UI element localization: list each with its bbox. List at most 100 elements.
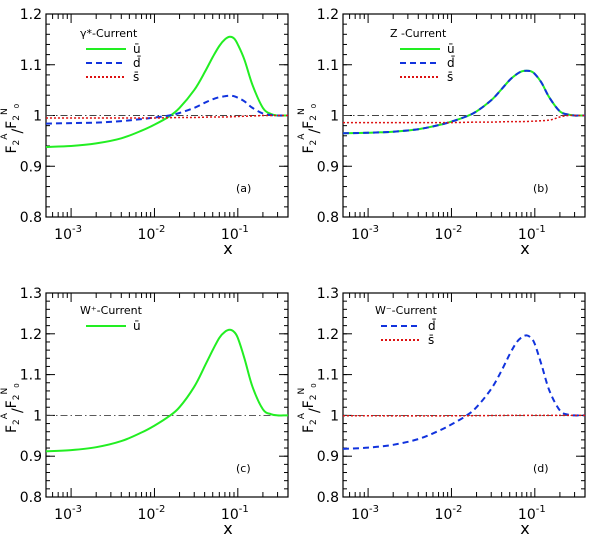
series-line [342, 69, 585, 135]
y-tick-label: 1.2 [317, 327, 339, 343]
plot-frame [45, 292, 289, 498]
legend-title: γ*-Current [80, 27, 138, 40]
y-title-part: N [0, 388, 10, 395]
x-tick-exponent: -2 [452, 224, 462, 235]
y-title-part: F [4, 121, 20, 129]
y-tick-label: 0.9 [20, 449, 42, 465]
series-line [45, 35, 288, 148]
y-tick-label: 1.2 [20, 7, 42, 23]
y-title-part: 0 [310, 383, 318, 387]
y-tick-label: 1 [33, 408, 42, 424]
legend-entry: s̄ [447, 70, 453, 84]
x-tick-exponent: -1 [536, 224, 546, 235]
y-title-part: 2 [12, 419, 22, 425]
y-title-part: / [10, 408, 26, 413]
series-line [343, 114, 585, 124]
y-title-part: 0 [13, 104, 21, 108]
x-tick-exponent: -2 [155, 504, 165, 515]
y-tick-label: 1.1 [20, 58, 42, 74]
y-title-part: 2 [309, 419, 319, 425]
x-axis-label: x [520, 519, 529, 538]
y-tick-label: 0.8 [20, 210, 42, 226]
x-tick-exponent: -1 [239, 224, 249, 235]
y-tick-label: 1 [330, 408, 339, 424]
series-line [342, 334, 585, 450]
y-axis-title: F2A/F2N0 [297, 104, 323, 154]
y-title-part: A [0, 412, 10, 419]
legend-entry: d̄ [133, 56, 141, 70]
y-title-part: N [0, 108, 10, 115]
y-title-part: / [307, 408, 323, 413]
x-tick-label: 10-3 [351, 504, 379, 523]
x-tick-label: 10-2 [435, 224, 463, 243]
series-line [45, 328, 288, 453]
legend-entry: d̄ [428, 319, 436, 333]
y-title-part: A [0, 133, 10, 140]
x-tick-label: 10-3 [54, 224, 82, 243]
y-title-part: F [301, 425, 317, 433]
x-tick-label: 10-3 [351, 224, 379, 243]
x-tick-exponent: -3 [72, 504, 82, 515]
panel-4: 0.80.911.11.21.310-3 10-2 10-1xF2A/F2N0W⁻-… [297, 286, 586, 538]
y-title-part: 0 [310, 104, 318, 108]
y-title-part: F [301, 400, 317, 408]
x-tick-exponent: -1 [536, 504, 546, 515]
x-tick-exponent: -1 [239, 504, 249, 515]
y-title-part: F [301, 145, 317, 153]
legend-entry: ū [447, 42, 455, 56]
panel-label: (d) [533, 462, 549, 475]
y-tick-label: 1.1 [317, 58, 339, 74]
y-tick-label: 1.3 [317, 286, 339, 302]
y-tick-label: 0.8 [317, 210, 339, 226]
x-tick-exponent: -2 [452, 504, 462, 515]
x-axis-label: x [223, 519, 232, 538]
plot-frame [342, 292, 586, 498]
x-tick-exponent: -3 [72, 224, 82, 235]
panel-3: 0.80.911.11.21.310-3 10-2 10-1xF2A/F2N0W⁺-… [0, 286, 289, 538]
y-tick-label: 0.9 [20, 159, 42, 175]
y-tick-label: 0.9 [317, 449, 339, 465]
legend-entry: ū [133, 319, 141, 333]
panel-label: (b) [533, 182, 549, 195]
panel-label: (c) [236, 462, 251, 475]
y-title-part: 2 [12, 140, 22, 146]
y-title-part: A [297, 133, 307, 140]
y-title-part: 0 [13, 383, 21, 387]
y-axis-title: F2A/F2N0 [0, 383, 26, 433]
y-title-part: / [10, 129, 26, 134]
y-tick-label: 1 [33, 109, 42, 125]
y-tick-label: 0.8 [317, 490, 339, 506]
y-tick-label: 1.1 [20, 368, 42, 384]
x-tick-label: 10-2 [138, 504, 166, 523]
y-axis-title: F2A/F2N0 [297, 383, 323, 433]
y-axis-title: F2A/F2N0 [0, 104, 26, 154]
y-title-part: A [297, 412, 307, 419]
y-tick-label: 1 [330, 109, 339, 125]
x-tick-label: 10-3 [54, 504, 82, 523]
y-title-part: 2 [12, 115, 22, 121]
x-tick-label: 10-2 [138, 224, 166, 243]
x-tick-exponent: -3 [369, 504, 379, 515]
y-title-part: F [4, 425, 20, 433]
legend-title: W⁺-Current [80, 304, 143, 317]
y-title-part: F [4, 400, 20, 408]
legend-entry: ū [133, 42, 141, 56]
y-title-part: N [297, 108, 307, 115]
series-line [342, 69, 585, 135]
panel-label: (a) [236, 182, 251, 195]
x-tick-exponent: -3 [369, 224, 379, 235]
panel-1: 0.80.911.11.210-3 10-2 10-1xF2A/F2N0γ*-Cur… [0, 7, 289, 258]
y-tick-label: 1.3 [20, 286, 42, 302]
y-tick-label: 1.1 [317, 368, 339, 384]
legend-title: Z -Current [390, 27, 447, 40]
y-title-part: 2 [309, 115, 319, 121]
y-title-part: F [301, 121, 317, 129]
legend-entry: d̄ [447, 56, 455, 70]
y-title-part: 2 [309, 395, 319, 401]
y-tick-label: 1.2 [20, 327, 42, 343]
legend-entry: s̄ [133, 70, 139, 84]
y-title-part: 2 [12, 395, 22, 401]
y-title-part: / [307, 129, 323, 134]
